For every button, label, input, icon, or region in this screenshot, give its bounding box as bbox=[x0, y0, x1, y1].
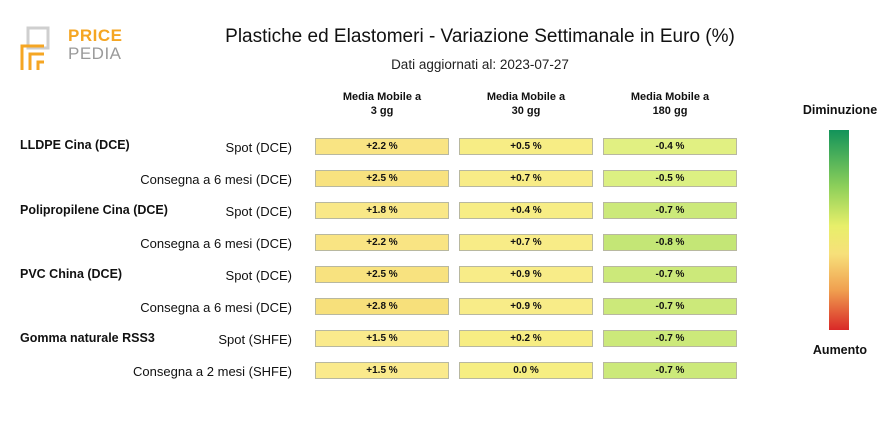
heatmap-cell: +0.9 % bbox=[459, 266, 593, 283]
group-label-pvc: PVC China (DCE) bbox=[20, 267, 123, 281]
heatmap-cell: -0.4 % bbox=[603, 138, 737, 155]
column-header-line1: Media Mobile a bbox=[630, 91, 710, 103]
heatmap-cell: -0.5 % bbox=[603, 170, 737, 187]
row-label: Consegna a 6 mesi (DCE) bbox=[140, 300, 292, 315]
row-label: Spot (DCE) bbox=[225, 268, 292, 283]
heatmap-cell: +0.2 % bbox=[459, 330, 593, 347]
color-scale-bar bbox=[829, 130, 849, 330]
column-header-30gg: Media Mobile a 30 gg bbox=[456, 90, 596, 118]
heatmap-cell: -0.7 % bbox=[603, 362, 737, 379]
row-label: Consegna a 6 mesi (DCE) bbox=[140, 236, 292, 251]
heatmap-cell: -0.7 % bbox=[603, 298, 737, 315]
logo-text-price: PRICE bbox=[68, 26, 123, 45]
row-label: Consegna a 6 mesi (DCE) bbox=[140, 172, 292, 187]
logo-text-pedia: PEDIA bbox=[68, 44, 122, 63]
pricepedia-logo: PRICE PEDIA bbox=[20, 26, 130, 74]
row-label: Spot (SHFE) bbox=[218, 332, 292, 347]
heatmap-cell: -0.7 % bbox=[603, 202, 737, 219]
chart-subtitle: Dati aggiornati al: 2023-07-27 bbox=[391, 57, 569, 72]
column-header-line2: 30 gg bbox=[511, 105, 541, 117]
heatmap-cell: +2.5 % bbox=[315, 170, 449, 187]
row-label: Consegna a 2 mesi (SHFE) bbox=[133, 364, 292, 379]
heatmap-cell: +2.2 % bbox=[315, 138, 449, 155]
heatmap-cell: +1.5 % bbox=[315, 362, 449, 379]
column-header-line2: 3 gg bbox=[370, 105, 394, 117]
column-header-line2: 180 gg bbox=[652, 105, 688, 117]
heatmap-cell: +0.4 % bbox=[459, 202, 593, 219]
heatmap-cell: +0.7 % bbox=[459, 234, 593, 251]
group-label-polipropilene: Polipropilene Cina (DCE) bbox=[20, 203, 168, 217]
heatmap-cell: -0.7 % bbox=[603, 266, 737, 283]
group-label-lldpe: LLDPE Cina (DCE) bbox=[20, 138, 130, 152]
heatmap-cell: +1.8 % bbox=[315, 202, 449, 219]
heatmap-cell: +0.9 % bbox=[459, 298, 593, 315]
heatmap-cell: +2.5 % bbox=[315, 266, 449, 283]
row-label: Spot (DCE) bbox=[225, 140, 292, 155]
heatmap-cell: -0.8 % bbox=[603, 234, 737, 251]
chart-title: Plastiche ed Elastomeri - Variazione Set… bbox=[225, 26, 735, 47]
heatmap-cell: -0.7 % bbox=[603, 330, 737, 347]
heatmap-cell: +1.5 % bbox=[315, 330, 449, 347]
legend-label-decrease: Diminuzione bbox=[802, 103, 878, 117]
heatmap-cell: +2.8 % bbox=[315, 298, 449, 315]
heatmap-cell: +0.7 % bbox=[459, 170, 593, 187]
group-label-gomma: Gomma naturale RSS3 bbox=[20, 331, 155, 345]
heatmap-cell: +0.5 % bbox=[459, 138, 593, 155]
heatmap-cell: 0.0 % bbox=[459, 362, 593, 379]
heatmap-cell: +2.2 % bbox=[315, 234, 449, 251]
row-label: Spot (DCE) bbox=[225, 204, 292, 219]
logo-mark-icon bbox=[20, 26, 50, 70]
legend-label-increase: Aumento bbox=[812, 343, 868, 357]
column-header-180gg: Media Mobile a 180 gg bbox=[600, 90, 740, 118]
column-header-3gg: Media Mobile a 3 gg bbox=[312, 90, 452, 118]
column-header-line1: Media Mobile a bbox=[342, 91, 422, 103]
column-header-line1: Media Mobile a bbox=[486, 91, 566, 103]
